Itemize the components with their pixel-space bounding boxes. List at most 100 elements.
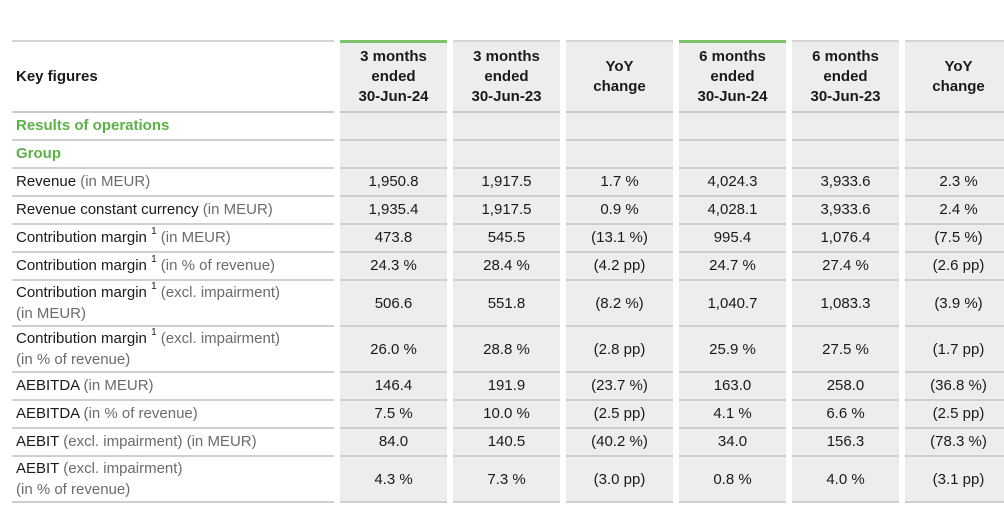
table-cell: 1,917.5 [453, 197, 560, 225]
row-unit: (in MEUR) [79, 377, 154, 394]
row-label-text: AEBIT [16, 460, 60, 477]
table-row: Contribution margin 1 (excl. impairment)… [12, 281, 1004, 327]
table-cell: 28.4 % [453, 253, 560, 281]
table-cell: 4.3 % [340, 457, 447, 503]
table-cell: 191.9 [453, 373, 560, 401]
table-cell: 84.0 [340, 429, 447, 457]
col-header-6m-2023: 6 months ended 30-Jun-23 [792, 40, 899, 113]
table-cell: (36.8 %) [905, 373, 1004, 401]
table-cell: 545.5 [453, 225, 560, 253]
table-cell: 473.8 [340, 225, 447, 253]
table-cell: 3,933.6 [792, 197, 899, 225]
table-cell: 551.8 [453, 281, 560, 327]
key-figures-header: Key figures [12, 40, 334, 113]
section-row-results: Results of operations [12, 113, 1004, 141]
section-row-group: Group [12, 141, 1004, 169]
table-cell: 2.3 % [905, 169, 1004, 197]
footnote-marker: 1 [151, 226, 157, 237]
table-cell: (2.5 pp) [905, 401, 1004, 429]
row-label: Contribution margin 1 (excl. impairment)… [12, 327, 334, 373]
row-label-text: AEBITDA [16, 405, 80, 422]
table-row: Contribution margin 1 (in MEUR) 473.8 545.… [12, 225, 1004, 253]
table-cell: 28.8 % [453, 327, 560, 373]
row-unit: (excl. impairment) [156, 330, 280, 347]
table-cell: 0.9 % [566, 197, 673, 225]
row-unit: (in MEUR) [76, 173, 151, 190]
table-cell: 1,040.7 [679, 281, 786, 327]
col-header-6m-yoy: YoY change [905, 40, 1004, 113]
table-row: AEBIT (excl. impairment) (in MEUR) 84.0 14… [12, 429, 1004, 457]
row-label: AEBIT (excl. impairment) (in % of revenue… [12, 457, 334, 503]
table-cell: (13.1 %) [566, 225, 673, 253]
row-unit: (excl. impairment) [156, 284, 280, 301]
table-row: Contribution margin 1 (in % of revenue) 2… [12, 253, 1004, 281]
table-cell: 156.3 [792, 429, 899, 457]
footnote-marker: 1 [151, 281, 157, 292]
table-cell: (7.5 %) [905, 225, 1004, 253]
row-label: AEBITDA (in % of revenue) [12, 401, 334, 429]
key-figures-table-container: Key figures 3 months ended 30-Jun-24 3 mon… [12, 40, 1004, 503]
table-cell: 2.4 % [905, 197, 1004, 225]
row-label-text: AEBIT [16, 433, 60, 450]
row-label: Contribution margin 1 (in % of revenue) [12, 253, 334, 281]
table-cell: 27.5 % [792, 327, 899, 373]
table-cell: 7.3 % [453, 457, 560, 503]
table-row: AEBIT (excl. impairment) (in % of revenue… [12, 457, 1004, 503]
table-cell: 4.0 % [792, 457, 899, 503]
row-unit: (in % of revenue) [156, 257, 276, 274]
table-cell: 4.1 % [679, 401, 786, 429]
header-row: Key figures 3 months ended 30-Jun-24 3 mon… [12, 40, 1004, 113]
row-label: Contribution margin 1 (in MEUR) [12, 225, 334, 253]
section-title-group: Group [12, 141, 334, 169]
table-cell: (1.7 pp) [905, 327, 1004, 373]
table-cell: (2.5 pp) [566, 401, 673, 429]
col-header-3m-yoy: YoY change [566, 40, 673, 113]
table-cell: 1.7 % [566, 169, 673, 197]
table-row: Revenue (in MEUR) 1,950.8 1,917.5 1.7 % 4,02… [12, 169, 1004, 197]
row-label-text: Revenue [16, 173, 77, 190]
table-cell: 4,024.3 [679, 169, 786, 197]
table-cell: 1,950.8 [340, 169, 447, 197]
table-cell: (8.2 %) [566, 281, 673, 327]
table-cell: 1,083.3 [792, 281, 899, 327]
table-cell: 26.0 % [340, 327, 447, 373]
row-label-text: Revenue constant currency [16, 201, 199, 218]
table-cell: 24.3 % [340, 253, 447, 281]
table-cell: (78.3 %) [905, 429, 1004, 457]
table-cell: 995.4 [679, 225, 786, 253]
table-cell: (40.2 %) [566, 429, 673, 457]
row-unit: (excl. impairment) (in MEUR) [59, 433, 257, 450]
row-label-text: Contribution margin [16, 257, 147, 274]
table-cell: 25.9 % [679, 327, 786, 373]
table-cell: (23.7 %) [566, 373, 673, 401]
row-unit: (in MEUR) [156, 229, 231, 246]
footnote-marker: 1 [151, 327, 157, 338]
table-row: Revenue constant currency (in MEUR) 1,935… [12, 197, 1004, 225]
table-cell: (3.9 %) [905, 281, 1004, 327]
table-row: Contribution margin 1 (excl. impairment)… [12, 327, 1004, 373]
row-unit-line2: (in % of revenue) [16, 351, 131, 368]
row-label: Contribution margin 1 (excl. impairment)… [12, 281, 334, 327]
table-cell: (3.0 pp) [566, 457, 673, 503]
table-cell: 7.5 % [340, 401, 447, 429]
table-row: AEBITDA (in % of revenue) 7.5 % 10.0 % (2.5… [12, 401, 1004, 429]
row-unit: (excl. impairment) [59, 460, 183, 477]
row-unit-line2: (in MEUR) [16, 305, 86, 322]
table-cell: 506.6 [340, 281, 447, 327]
key-figures-table: Key figures 3 months ended 30-Jun-24 3 mon… [6, 40, 1004, 503]
col-header-3m-2023: 3 months ended 30-Jun-23 [453, 40, 560, 113]
row-label-text: Contribution margin [16, 229, 147, 246]
table-cell: 1,917.5 [453, 169, 560, 197]
table-cell: 258.0 [792, 373, 899, 401]
table-cell: 1,935.4 [340, 197, 447, 225]
row-label-text: Contribution margin [16, 284, 147, 301]
row-unit: (in MEUR) [198, 201, 273, 218]
row-label: Revenue constant currency (in MEUR) [12, 197, 334, 225]
table-cell: (2.6 pp) [905, 253, 1004, 281]
table-cell: (2.8 pp) [566, 327, 673, 373]
table-cell: 0.8 % [679, 457, 786, 503]
row-label-text: Contribution margin [16, 330, 147, 347]
col-header-3m-2024: 3 months ended 30-Jun-24 [340, 40, 447, 113]
table-cell: 3,933.6 [792, 169, 899, 197]
table-cell: 146.4 [340, 373, 447, 401]
